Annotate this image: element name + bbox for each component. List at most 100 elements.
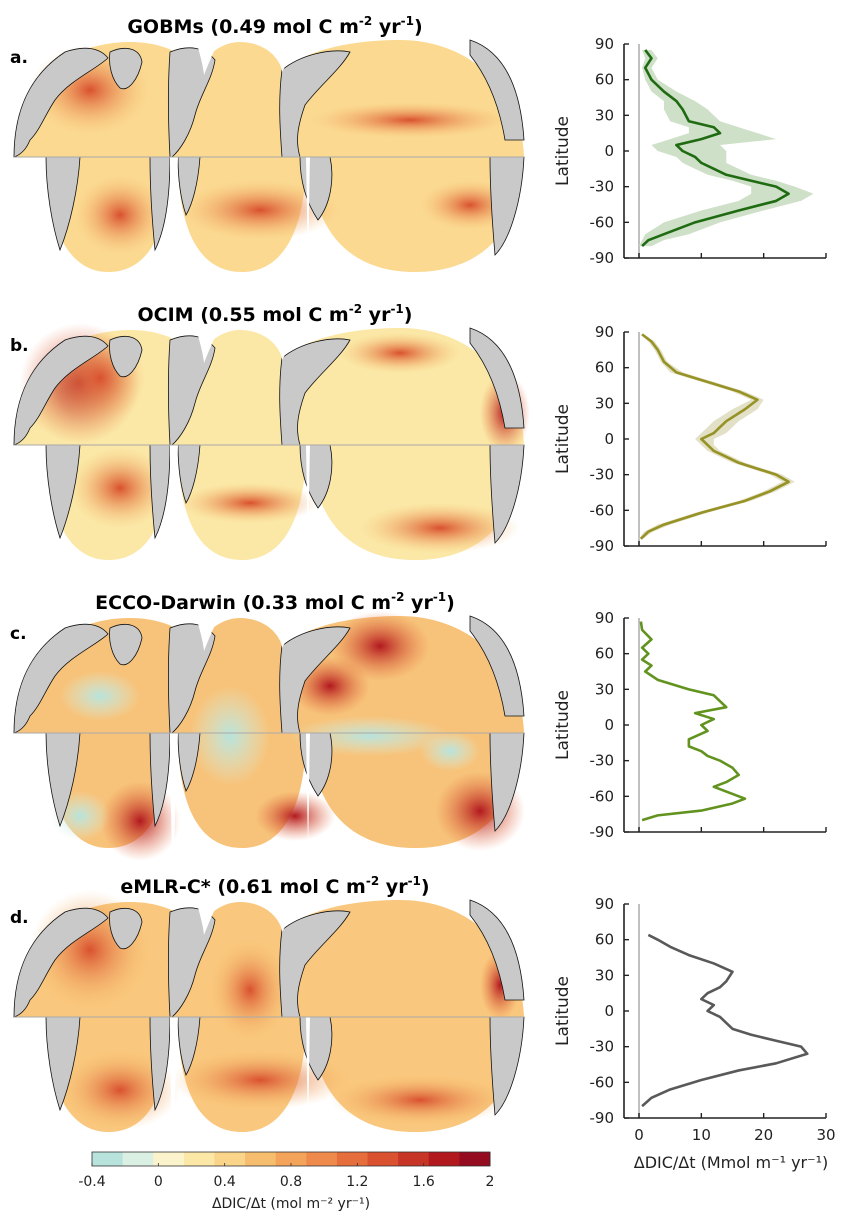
north-america [13, 47, 109, 158]
field-patch [340, 333, 460, 373]
latitude-profile-c: -90 -60 -30 0 30 60 90 Latitude [553, 609, 827, 841]
north-america-east [469, 615, 525, 717]
gap-top-1 [196, 616, 220, 651]
y-tick-label: 60 [595, 645, 614, 663]
y-tick-label: 90 [595, 895, 614, 913]
y-tick-label: -30 [590, 178, 615, 196]
colorbar-tick-label: 1.6 [413, 1174, 435, 1190]
panel-b-letter: b. [10, 336, 29, 356]
field-patch [170, 1050, 350, 1110]
y-tick-label: 90 [595, 35, 614, 53]
colorbar: -0.4 0 0.4 0.8 1.2 1.6 2 ΔDIC/Δt (mol m⁻² yr⁻¹) [78, 1151, 494, 1212]
field-patch [420, 731, 480, 771]
gap-top-1 [196, 900, 220, 935]
map-panel-b [13, 323, 530, 560]
africa-east [177, 444, 201, 504]
x-tick-label: 10 [692, 1126, 711, 1144]
gap-2 [306, 157, 310, 272]
ocean-field [14, 611, 525, 861]
colorbar-label: ΔDIC/Δt (mol m⁻² yr⁻¹) [212, 1196, 370, 1212]
panel-c-title: ECCO-Darwin (0.33 mol C m-2 yr-1) [95, 590, 455, 614]
uncertainty-band [639, 49, 814, 247]
south-america [45, 444, 81, 540]
south-america [45, 156, 81, 252]
uncertainty-band [639, 334, 795, 539]
gap-1 [170, 445, 178, 560]
gap-top-2 [278, 616, 300, 648]
field-patch [310, 102, 510, 138]
north-america [13, 335, 109, 446]
colorbar-segment [306, 1152, 338, 1166]
colorbar-segment [398, 1152, 430, 1166]
africa-east [177, 732, 201, 792]
gap-2 [306, 445, 310, 560]
y-tick-label: 0 [604, 142, 614, 160]
gap-top-1 [196, 328, 220, 363]
field-patch [190, 686, 270, 786]
colorbar-segment [245, 1152, 277, 1166]
field-patch [180, 483, 320, 523]
map-panel-a [13, 39, 525, 272]
colorbar-segment [183, 1152, 215, 1166]
colorbar-segment [92, 1152, 124, 1166]
field-patch [180, 180, 340, 240]
panel-d-letter: d. [10, 908, 29, 928]
y-tick-label: 90 [595, 609, 614, 627]
y-tick-label: -30 [590, 752, 615, 770]
interruption-gaps [170, 40, 310, 272]
y-axis-label: Latitude [553, 690, 573, 760]
y-tick-label: 0 [604, 716, 614, 734]
gap-top-2 [278, 328, 300, 360]
y-tick-label: -60 [590, 213, 615, 231]
north-america-east [469, 899, 525, 1001]
africa-south [149, 444, 171, 540]
field-patch [100, 781, 180, 861]
field-patch [70, 448, 170, 528]
colorbar-segment [214, 1152, 246, 1166]
south-america-east [489, 1016, 525, 1116]
gap-top-2 [278, 40, 300, 72]
y-tick-label: 30 [595, 394, 614, 412]
land-masses [13, 39, 525, 256]
colorbar-segment [336, 1152, 369, 1166]
latitude-profile-d: -90 -60 -30 0 30 60 90 0 10 20 30 ΔDIC/Δt (Mmol m⁻¹… [553, 895, 836, 1172]
field-patch [210, 940, 290, 1040]
field-patch [60, 1050, 180, 1130]
gap-top-1 [196, 40, 220, 75]
asia [279, 626, 351, 734]
x-tick-label: 30 [816, 1126, 835, 1144]
map-panel-d [13, 890, 525, 1132]
africa-east [177, 1016, 201, 1076]
series-line [639, 621, 747, 822]
ocean-field [14, 890, 524, 1132]
y-tick-label: 30 [595, 106, 614, 124]
south-america [45, 1016, 81, 1112]
africa-south [149, 156, 171, 252]
y-tick-label: 60 [595, 71, 614, 89]
y-tick-label: -30 [590, 466, 615, 484]
colorbar-segment [275, 1152, 307, 1166]
colorbar-segment [367, 1152, 399, 1166]
y-tick-label: -60 [590, 501, 615, 519]
south-america-east [489, 444, 525, 544]
colorbar-tick-label: -0.4 [78, 1174, 105, 1190]
x-axis-label: ΔDIC/Δt (Mmol m⁻¹ yr⁻¹) [634, 1153, 828, 1172]
greenland [109, 907, 143, 950]
panel-a-title: GOBMs (0.49 mol C m-2 yr-1) [127, 14, 423, 38]
panel-d-title: eMLR-C* (0.61 mol C m-2 yr-1) [120, 874, 430, 898]
field-patch [255, 791, 335, 841]
greenland [109, 47, 143, 90]
gap-1 [170, 733, 178, 848]
colorbar-tick-label: 1.2 [346, 1174, 368, 1190]
colorbar-segment [153, 1152, 185, 1166]
series-line [641, 49, 790, 248]
y-tick-label: 30 [595, 680, 614, 698]
colorbar-segment [428, 1152, 460, 1166]
greenland [109, 335, 143, 378]
field-patch [60, 671, 140, 721]
gap-2 [306, 733, 310, 848]
y-axis-label: Latitude [553, 116, 573, 186]
ocean-field [14, 40, 524, 272]
y-tick-label: -90 [590, 249, 615, 267]
